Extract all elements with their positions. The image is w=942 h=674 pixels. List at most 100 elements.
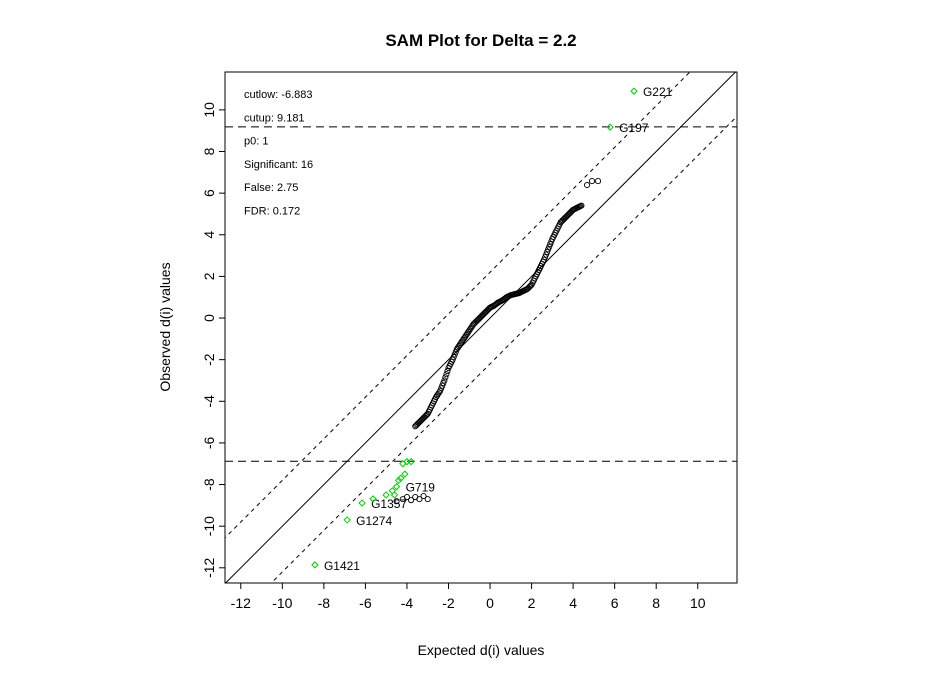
data-point xyxy=(473,318,480,325)
data-point xyxy=(476,314,483,322)
data-point xyxy=(403,493,411,501)
info-cutlow: cutlow: -6.883 xyxy=(244,89,312,101)
data-point xyxy=(481,309,488,316)
data-point xyxy=(524,285,531,292)
x-tick-label: -2 xyxy=(442,595,455,611)
y-tick-label: 10 xyxy=(201,102,217,118)
data-point xyxy=(455,343,462,350)
data-point xyxy=(562,214,569,221)
significant-point xyxy=(343,516,351,524)
point-label: G1274 xyxy=(356,514,392,528)
x-tick-label: -4 xyxy=(401,595,414,611)
data-point xyxy=(478,312,485,319)
significant-point xyxy=(358,499,366,507)
data-point xyxy=(558,218,565,225)
significant-point xyxy=(388,487,397,495)
data-point xyxy=(480,310,487,317)
significant-point xyxy=(382,491,390,499)
y-tick-label: -6 xyxy=(201,436,217,449)
data-point xyxy=(423,411,430,418)
chart-title: SAM Plot for Delta = 2.2 xyxy=(385,31,576,50)
point-label: G221 xyxy=(643,85,673,99)
significant-point xyxy=(311,561,319,569)
x-tick-label: 6 xyxy=(611,595,619,611)
data-point xyxy=(564,211,571,219)
info-significant: Significant: 16 xyxy=(244,159,313,171)
x-tick-label: 4 xyxy=(569,595,577,611)
data-point xyxy=(583,181,591,189)
upper-delta-line xyxy=(225,72,691,539)
data-point xyxy=(477,313,484,321)
data-point xyxy=(420,492,427,500)
data-point xyxy=(461,335,468,342)
plot-inner: G221 G197 G1421 G1274 G1357 G719 xyxy=(225,72,737,583)
x-tick-label: 10 xyxy=(690,595,706,611)
data-point xyxy=(594,178,602,185)
data-point xyxy=(559,217,566,224)
data-point xyxy=(408,497,415,504)
y-tick-label: 2 xyxy=(201,272,217,280)
data-point xyxy=(413,422,420,429)
point-label: G1421 xyxy=(324,559,360,573)
y-tick-label: -4 xyxy=(201,395,217,408)
data-point xyxy=(420,414,427,421)
data-point xyxy=(588,178,596,185)
data-point xyxy=(453,346,460,353)
data-point xyxy=(422,412,429,419)
data-point xyxy=(483,307,490,314)
data-point xyxy=(456,341,463,348)
data-point xyxy=(443,371,450,378)
data-point xyxy=(416,419,423,426)
data-point xyxy=(565,210,573,218)
data-point xyxy=(566,209,574,216)
data-point xyxy=(561,215,568,222)
data-point xyxy=(465,329,472,336)
data-point xyxy=(466,327,473,334)
x-tick-label: 2 xyxy=(528,595,536,611)
info-cutup: cutup: 9.181 xyxy=(244,112,305,124)
data-point xyxy=(578,202,585,209)
data-point xyxy=(424,496,431,503)
x-tick-label: 8 xyxy=(652,595,660,611)
significant-point xyxy=(401,470,409,478)
significant-point xyxy=(606,123,614,131)
data-point xyxy=(415,420,422,427)
data-point xyxy=(434,392,441,399)
data-point xyxy=(432,394,440,401)
point-label: G719 xyxy=(406,481,436,495)
data-point xyxy=(441,377,448,384)
data-point xyxy=(557,219,564,226)
data-point xyxy=(474,317,481,324)
data-point xyxy=(526,283,533,290)
data-point xyxy=(459,336,467,343)
data-point xyxy=(454,344,461,351)
data-point xyxy=(458,338,466,345)
plot-frame xyxy=(224,71,738,584)
data-point xyxy=(563,212,570,220)
y-tick-label: -12 xyxy=(201,557,217,577)
x-tick-label: -10 xyxy=(272,595,292,611)
data-point xyxy=(462,333,469,340)
y-tick-label: 8 xyxy=(201,147,217,155)
significant-point xyxy=(390,491,399,499)
significant-point xyxy=(397,474,405,483)
data-point xyxy=(479,311,486,318)
y-tick-label: -2 xyxy=(201,353,217,366)
data-point xyxy=(463,332,470,339)
data-point xyxy=(417,418,424,425)
x-tick-label: 0 xyxy=(486,595,494,611)
y-tick-label: -10 xyxy=(201,516,217,536)
data-point xyxy=(475,316,482,323)
info-false: False: 2.75 xyxy=(244,182,298,194)
data-point xyxy=(560,216,567,223)
x-tick-label: -6 xyxy=(359,595,372,611)
data-point xyxy=(471,320,478,327)
data-point xyxy=(419,415,426,423)
info-fdr: FDR: 0.172 xyxy=(244,206,300,218)
data-point xyxy=(435,390,442,398)
data-point xyxy=(416,496,423,503)
data-point xyxy=(421,413,428,420)
data-point xyxy=(525,284,532,291)
data-point xyxy=(457,339,465,347)
data-point xyxy=(468,324,475,331)
